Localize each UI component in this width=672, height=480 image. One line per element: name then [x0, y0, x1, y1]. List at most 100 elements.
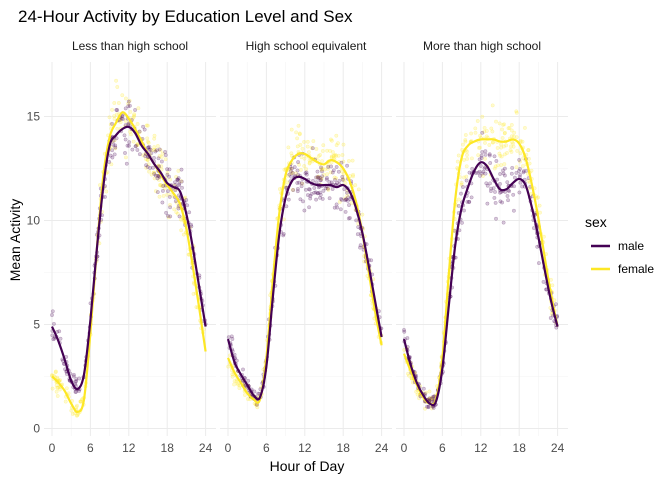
data-point-female [168, 177, 172, 182]
data-point-male [317, 190, 322, 195]
data-point-male [456, 203, 461, 208]
data-point-male [298, 197, 303, 202]
data-point-male [155, 176, 160, 181]
data-point-female [483, 156, 487, 161]
data-point-female [502, 122, 507, 127]
data-point-male [343, 209, 348, 214]
data-point-male [498, 199, 503, 204]
data-point-female [316, 154, 321, 159]
data-point-female [343, 181, 348, 186]
data-point-male [480, 150, 485, 155]
data-point-male [491, 186, 496, 191]
data-point-female [179, 228, 184, 233]
data-point-male [115, 108, 120, 113]
data-point-male [154, 148, 159, 153]
data-point-female [427, 389, 432, 394]
data-point-female [314, 147, 319, 151]
data-point-female [464, 174, 469, 179]
data-point-female [320, 166, 325, 171]
data-point-female [54, 383, 59, 388]
data-point-female [109, 162, 114, 167]
data-point-male [484, 181, 489, 186]
data-point-male [327, 196, 332, 201]
smooth-line-male [402, 161, 559, 407]
data-point-female [295, 136, 300, 141]
data-point-female [429, 406, 434, 411]
data-point-female [183, 195, 188, 200]
data-point-female [339, 169, 344, 174]
data-point-male [286, 197, 291, 202]
data-point-female [502, 131, 507, 136]
y-axis-ticks: 0 5 10 15 [27, 110, 41, 436]
data-point-female [245, 397, 250, 401]
data-point-female [290, 187, 295, 192]
data-point-female [289, 171, 294, 176]
data-point-female [550, 283, 555, 288]
data-point-male [144, 163, 149, 168]
data-point-female [320, 159, 324, 164]
data-point-female [237, 386, 242, 391]
data-point-male [157, 164, 162, 169]
data-point-male [308, 193, 313, 198]
data-point-female [162, 183, 166, 187]
data-point-female [131, 115, 136, 119]
data-point-male [114, 136, 119, 141]
x-tick-label: 0 [225, 441, 232, 455]
data-point-male [163, 153, 168, 158]
legend-title: sex [585, 214, 607, 230]
data-point-female [149, 148, 154, 153]
data-point-female [145, 157, 150, 162]
data-point-female [290, 170, 295, 175]
data-point-male [517, 157, 522, 162]
data-point-female [510, 140, 514, 145]
data-point-female [74, 405, 79, 410]
data-point-female [300, 181, 305, 186]
data-point-male [288, 169, 293, 174]
data-point-male [295, 186, 300, 191]
data-point-female [168, 203, 172, 207]
data-point-female [235, 381, 240, 386]
data-point-male [291, 188, 296, 193]
data-point-male [152, 172, 157, 176]
legend-label-female: female [618, 262, 654, 276]
y-tick-label: 15 [27, 110, 41, 124]
y-tick-label: 5 [33, 318, 40, 332]
data-point-female [334, 133, 339, 138]
data-point-female [157, 183, 162, 188]
data-point-female [508, 148, 513, 153]
data-point-female [236, 382, 241, 387]
data-point-female [297, 131, 302, 136]
data-point-female [318, 176, 323, 181]
data-point-male [479, 156, 484, 160]
data-point-male [146, 145, 151, 150]
data-point-male [344, 197, 349, 202]
scatter-female [50, 78, 206, 418]
data-point-male [479, 153, 484, 158]
x-tick-label: 18 [161, 441, 175, 455]
data-point-male [518, 180, 523, 185]
data-point-female [75, 413, 80, 418]
data-point-male [524, 168, 529, 173]
data-point-female [162, 186, 167, 191]
data-point-male [405, 336, 410, 341]
legend: sex male female [585, 214, 654, 276]
data-point-female [518, 151, 523, 156]
data-point-male [476, 170, 481, 175]
data-point-female [174, 210, 179, 215]
data-point-female [461, 142, 465, 147]
y-axis-title: Mean Activity [7, 199, 23, 281]
data-point-male [167, 174, 172, 179]
data-point-male [502, 173, 507, 178]
data-point-female [300, 146, 305, 151]
data-point-male [108, 153, 113, 158]
data-point-male [402, 329, 407, 334]
data-point-male [421, 386, 426, 391]
data-point-female [429, 396, 434, 401]
data-point-male [323, 186, 328, 191]
data-point-male [460, 220, 464, 225]
data-point-male [165, 213, 170, 218]
facet-strip-label: High school equivalent [246, 39, 367, 53]
data-point-female [57, 387, 62, 392]
data-point-male [107, 160, 112, 164]
data-point-female [423, 406, 428, 411]
